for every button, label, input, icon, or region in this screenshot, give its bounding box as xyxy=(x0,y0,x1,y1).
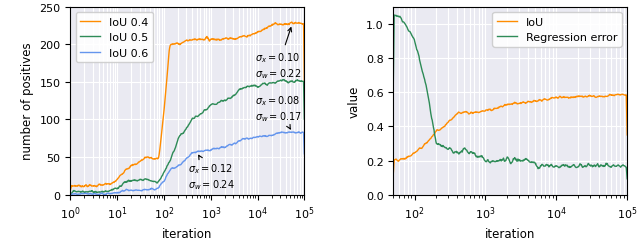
IoU xyxy=(618,94,625,96)
Regression error xyxy=(623,178,631,180)
IoU xyxy=(516,102,524,105)
Line: IoU 0.6: IoU 0.6 xyxy=(70,132,305,195)
IoU 0.4 xyxy=(127,166,134,168)
IoU 0.6 xyxy=(127,189,134,192)
IoU 0.4 xyxy=(204,38,212,40)
Regression error xyxy=(618,164,626,168)
Regression error xyxy=(582,165,589,168)
IoU 0.5 xyxy=(172,144,180,147)
IoU xyxy=(581,96,589,98)
IoU 0.4 xyxy=(108,182,116,185)
Line: IoU 0.5: IoU 0.5 xyxy=(70,80,305,194)
IoU xyxy=(502,104,509,107)
IoU 0.6 xyxy=(172,166,180,169)
IoU 0.4 xyxy=(301,80,308,82)
IoU 0.4 xyxy=(243,36,250,39)
IoU 0.6 xyxy=(108,192,116,195)
X-axis label: iteration: iteration xyxy=(485,227,536,240)
IoU 0.6 xyxy=(278,131,285,134)
Regression error xyxy=(502,158,510,161)
Y-axis label: value: value xyxy=(348,85,360,117)
Text: $\sigma_x = 0.10$
$\sigma_w = 0.22$: $\sigma_x = 0.10$ $\sigma_w = 0.22$ xyxy=(255,28,301,80)
IoU 0.5 xyxy=(127,180,134,183)
Line: IoU: IoU xyxy=(393,95,627,174)
Regression error xyxy=(529,161,537,164)
IoU 0.5 xyxy=(223,99,230,102)
IoU 0.4 xyxy=(288,22,296,25)
IoU xyxy=(619,93,627,96)
Text: $\sigma_x = 0.08$
$\sigma_w = 0.17$: $\sigma_x = 0.08$ $\sigma_w = 0.17$ xyxy=(255,94,302,130)
Line: IoU 0.4: IoU 0.4 xyxy=(70,23,305,190)
IoU 0.4 xyxy=(172,43,180,46)
IoU xyxy=(389,173,397,176)
Regression error xyxy=(390,14,398,18)
IoU 0.6 xyxy=(243,137,250,140)
Regression error xyxy=(389,86,397,89)
IoU 0.6 xyxy=(204,150,212,152)
X-axis label: iteration: iteration xyxy=(162,227,212,240)
IoU 0.5 xyxy=(243,86,250,89)
IoU 0.5 xyxy=(280,79,288,82)
IoU 0.4 xyxy=(223,38,230,40)
Regression error xyxy=(501,160,509,163)
Y-axis label: number of positives: number of positives xyxy=(21,43,34,160)
Line: Regression error: Regression error xyxy=(393,16,627,179)
IoU xyxy=(623,134,631,137)
IoU xyxy=(500,104,508,107)
IoU 0.6 xyxy=(301,153,308,156)
IoU 0.5 xyxy=(301,118,308,121)
IoU 0.4 xyxy=(67,189,74,192)
IoU 0.6 xyxy=(223,145,230,148)
IoU xyxy=(529,100,536,103)
Regression error xyxy=(516,160,524,163)
Legend: IoU, Regression error: IoU, Regression error xyxy=(492,13,621,47)
Legend: IoU 0.4, IoU 0.5, IoU 0.6: IoU 0.4, IoU 0.5, IoU 0.6 xyxy=(76,13,153,63)
IoU 0.5 xyxy=(204,107,212,110)
IoU 0.6 xyxy=(67,194,74,196)
IoU 0.5 xyxy=(108,189,116,192)
Text: $\sigma_x = 0.12$
$\sigma_w = 0.24$: $\sigma_x = 0.12$ $\sigma_w = 0.24$ xyxy=(188,156,234,191)
IoU 0.5 xyxy=(67,193,74,196)
